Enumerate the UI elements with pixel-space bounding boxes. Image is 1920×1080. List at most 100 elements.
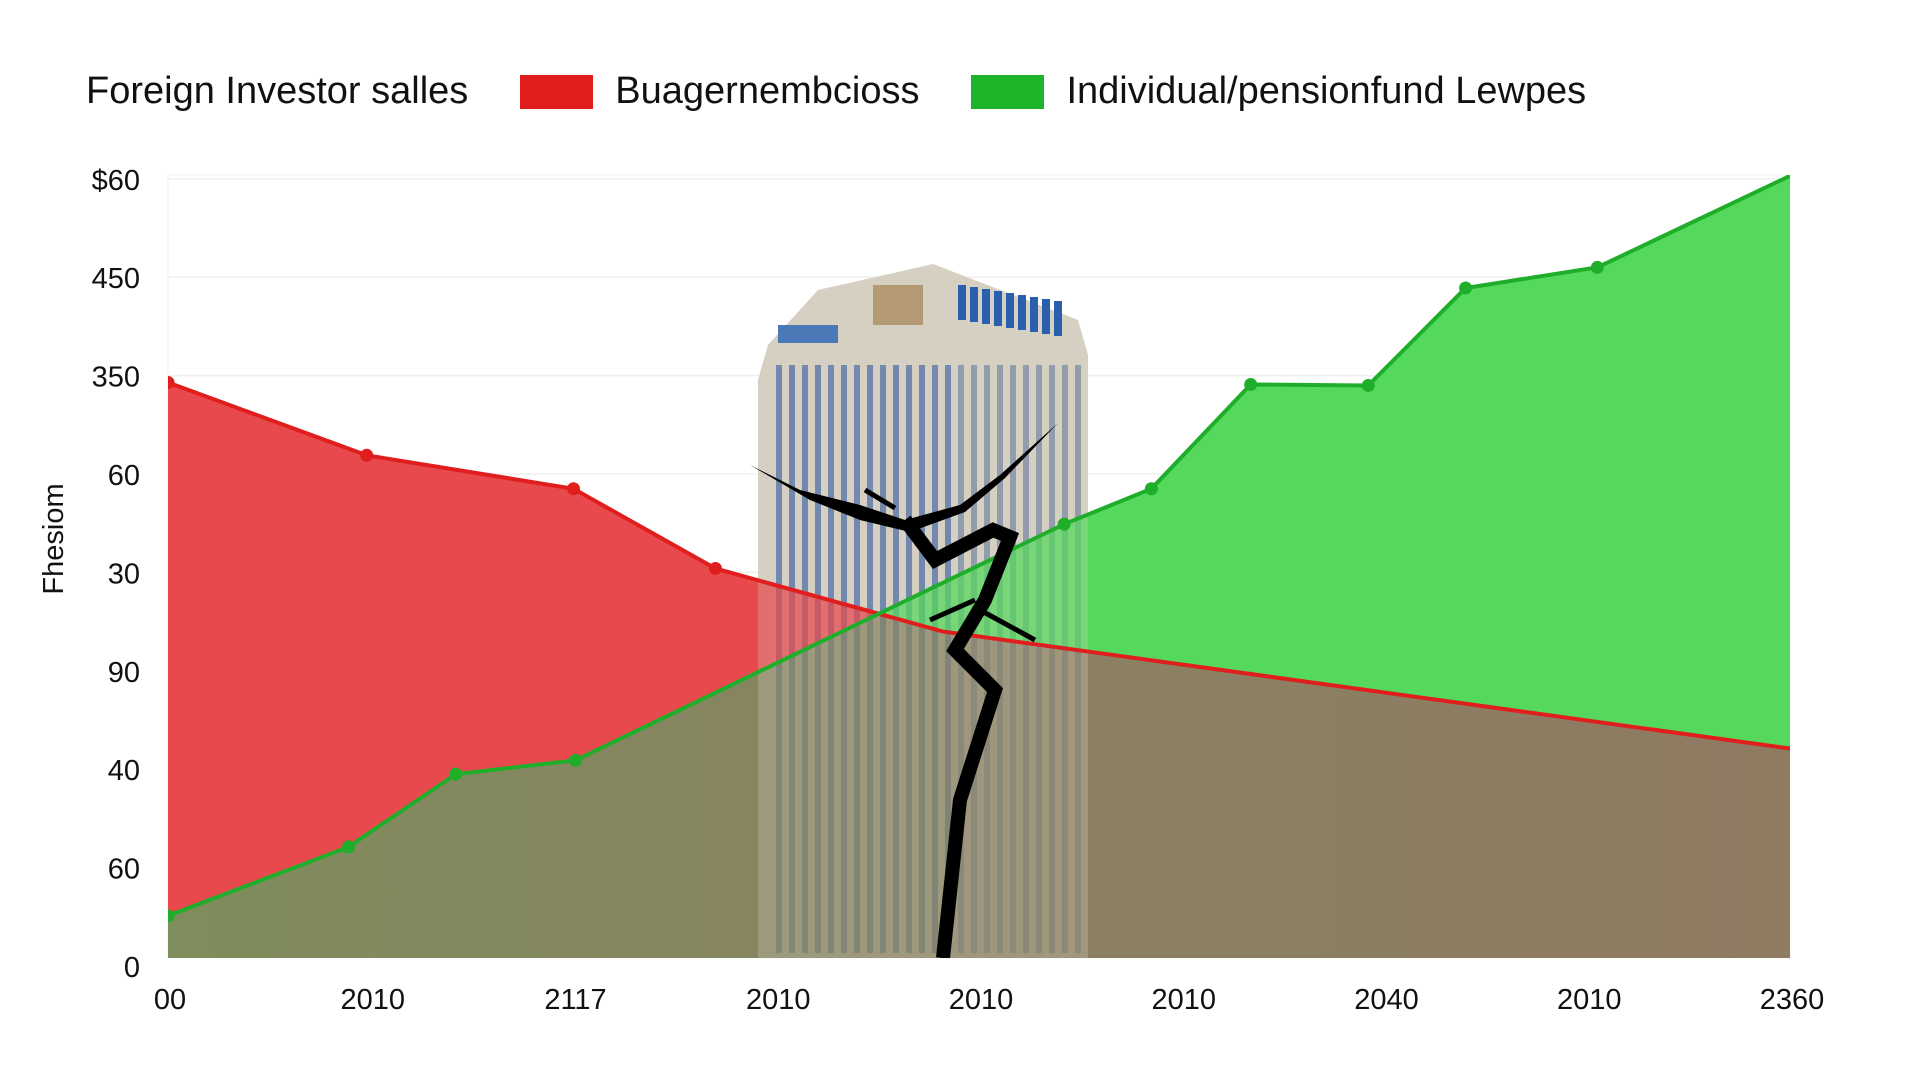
building-window-column <box>815 365 821 614</box>
y-tick-label: 30 <box>108 558 140 590</box>
y-tick-label: 60 <box>108 460 140 492</box>
building-window-column <box>880 365 886 614</box>
legend-swatch-green <box>971 74 1045 109</box>
legend-label-red: Buagernembcioss <box>615 70 920 112</box>
x-tick-label: 00 <box>154 984 186 1016</box>
x-tick-label: 2040 <box>1354 984 1419 1016</box>
crack-branch <box>978 607 1037 643</box>
x-tick-label: 2117 <box>544 984 606 1016</box>
building-window-column <box>1062 365 1068 614</box>
y-tick-label: $60 <box>92 165 140 197</box>
building-window-column <box>971 365 977 953</box>
building-top-window <box>1042 299 1050 334</box>
building-window-column <box>841 365 847 953</box>
building-window-column <box>1010 365 1016 953</box>
legend-label-green: Individual/pensionfund Lewpes <box>1066 70 1587 112</box>
x-tick-label: 2010 <box>949 984 1014 1016</box>
building-window-column <box>1036 365 1042 614</box>
building-top-window <box>1030 297 1038 332</box>
building-window-column <box>906 365 912 614</box>
data-point-green <box>168 909 175 923</box>
building-window-column <box>854 365 860 953</box>
building-top-window <box>1054 301 1062 336</box>
building-top-window <box>994 291 1002 326</box>
building-window-column <box>1036 365 1042 953</box>
building-roof-panel <box>873 285 923 325</box>
data-point-red <box>360 448 374 462</box>
building-window-column <box>1075 365 1081 953</box>
x-tick-label: 2360 <box>1760 984 1825 1016</box>
building-top-window <box>1030 297 1038 332</box>
building-window-column <box>776 365 782 953</box>
crack-branch <box>863 487 897 511</box>
building-window-column <box>815 365 821 953</box>
building-window-column <box>958 365 964 614</box>
data-point-green <box>1244 377 1258 391</box>
series-line-red <box>168 380 1790 751</box>
building-top-window <box>982 289 990 324</box>
building-window-column <box>984 365 990 953</box>
building-top-window <box>994 291 1002 326</box>
building-window-column <box>776 365 782 614</box>
building-layer <box>758 264 1088 958</box>
building-window-column <box>945 365 951 614</box>
y-tick-label: 450 <box>92 263 140 295</box>
y-tick-label: 40 <box>108 755 140 787</box>
building-window-column <box>919 365 925 614</box>
building-window-column <box>997 365 1003 953</box>
building-window-column <box>867 365 873 953</box>
building-window-column <box>932 365 938 953</box>
building-window-column <box>841 365 847 614</box>
building-sign <box>778 325 838 343</box>
building-top-window <box>970 287 978 322</box>
data-point-green <box>1459 281 1473 295</box>
building-window-column <box>880 365 886 953</box>
chart-title: Foreign Investor salles <box>86 70 469 112</box>
crack-branch <box>928 597 977 623</box>
building-window-column <box>932 365 938 614</box>
data-point-green <box>1590 260 1604 274</box>
data-point-red <box>168 375 175 389</box>
y-tick-label: 90 <box>108 657 140 689</box>
legend: Foreign Investor salles Buagernembcioss … <box>86 70 1638 113</box>
x-tick-label: 2010 <box>1151 984 1216 1016</box>
building-window-column <box>789 365 795 953</box>
building-top-window <box>1054 301 1062 336</box>
data-point-green <box>1144 482 1158 496</box>
building-window-column <box>945 365 951 953</box>
building-window-column <box>997 365 1003 614</box>
building-window-column <box>1049 365 1055 614</box>
building-window-column <box>906 365 912 953</box>
plot-group <box>168 175 1790 958</box>
data-point-red <box>567 482 580 496</box>
x-tick-label: 2010 <box>1557 984 1622 1016</box>
building-window-column <box>893 365 899 614</box>
overlap-area <box>168 614 1790 958</box>
building-window-column <box>802 365 808 953</box>
building-top-window <box>1042 299 1050 334</box>
building-top-window <box>958 285 966 320</box>
building-window-column <box>867 365 873 614</box>
building-window-column <box>919 365 925 953</box>
y-tick-label: 0 <box>124 952 140 984</box>
x-tick-label: 2010 <box>746 984 811 1016</box>
crack-vertical <box>899 515 1020 958</box>
building-window-column <box>1075 365 1081 614</box>
y-tick-label: 350 <box>92 362 140 394</box>
building-sign <box>778 325 838 343</box>
data-point-red <box>708 561 722 575</box>
building-top-window <box>1018 295 1026 330</box>
building-image <box>758 264 1088 958</box>
crack-horizontal <box>750 423 1058 532</box>
building-top-window <box>1006 293 1014 328</box>
data-point-green <box>449 767 463 781</box>
building-roof-panel <box>873 285 923 325</box>
building-window-column <box>828 365 834 953</box>
y-axis-title: Fhesiom <box>38 483 70 594</box>
crack-graphic <box>750 423 1058 958</box>
building-window-column <box>1010 365 1016 614</box>
building-window-column <box>828 365 834 614</box>
building-window-column <box>802 365 808 614</box>
building-top-window <box>982 289 990 324</box>
